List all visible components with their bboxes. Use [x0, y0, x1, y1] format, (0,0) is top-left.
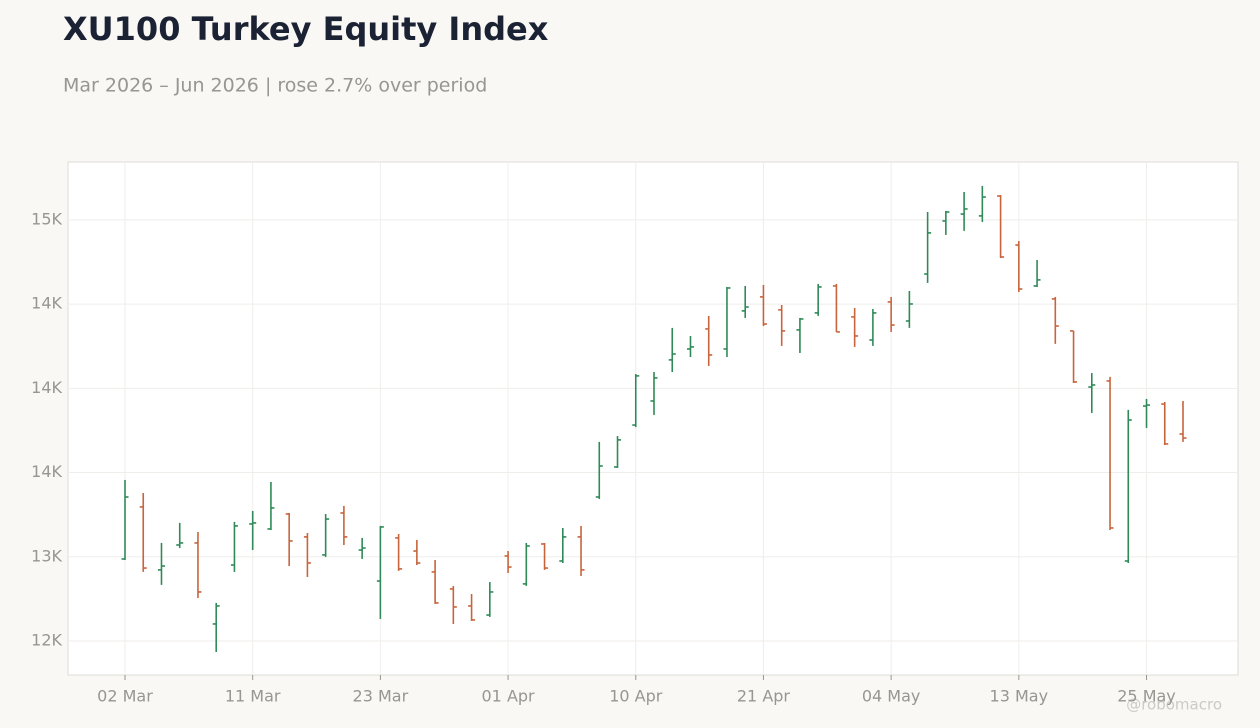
x-tick-label: 10 Apr [609, 687, 663, 706]
x-tick-label: 25 May [1117, 687, 1176, 706]
y-tick-label: 13K [31, 546, 62, 565]
chart-subtitle: Mar 2026 – Jun 2026 | rose 2.7% over per… [63, 75, 487, 97]
y-tick-label: 14K [31, 294, 62, 313]
x-tick-label: 04 May [862, 687, 921, 706]
x-tick-label: 21 Apr [737, 687, 791, 706]
y-tick-label: 14K [31, 378, 62, 397]
y-tick-label: 15K [31, 209, 62, 228]
y-tick-label: 14K [31, 462, 62, 481]
plot-area [67, 161, 1239, 676]
x-tick-label: 23 Mar [353, 687, 409, 706]
watermark: @robomacro [1126, 696, 1222, 714]
chart-title: XU100 Turkey Equity Index [63, 10, 549, 48]
x-tick-label: 13 May [990, 687, 1049, 706]
x-tick-label: 11 Mar [225, 687, 281, 706]
x-tick-label: 01 Apr [482, 687, 536, 706]
y-tick-label: 12K [31, 630, 62, 649]
x-tick-label: 02 Mar [97, 687, 153, 706]
